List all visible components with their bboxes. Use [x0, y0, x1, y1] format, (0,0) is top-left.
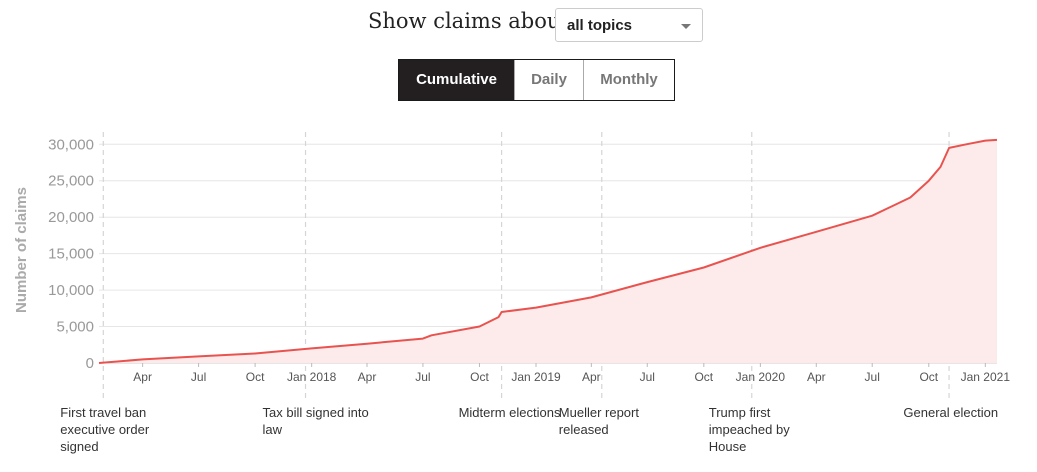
chevron-down-icon: [681, 24, 691, 29]
x-tick-label: Jul: [640, 370, 655, 384]
x-tick-label: Oct: [246, 370, 265, 384]
x-tick-label: Apr: [807, 370, 826, 384]
x-tick-label: Oct: [694, 370, 713, 384]
y-tick-label: 10,000: [48, 282, 94, 299]
claims-area: [99, 139, 997, 363]
y-tick-label: 15,000: [48, 246, 94, 263]
x-tick-label: Jul: [865, 370, 880, 384]
x-tick-label: Jan 2018: [287, 370, 337, 384]
view-toggle: Cumulative Daily Monthly: [398, 59, 675, 101]
x-axis-ticks: Apr Jul Oct Jan 2018 Apr Jul Oct Jan 2019 Apr Jul…: [133, 363, 1010, 384]
y-tick-label: 25,000: [48, 173, 94, 190]
topic-select[interactable]: all topics: [555, 8, 703, 42]
y-tick-label: 30,000: [48, 136, 94, 153]
cumulative-button[interactable]: Cumulative: [399, 60, 514, 100]
chart-controls: Show claims about all topics Cumulative …: [0, 0, 1037, 110]
x-tick-label: Jul: [191, 370, 206, 384]
x-tick-label: Jan 2019: [511, 370, 561, 384]
y-tick-label: 0: [86, 355, 94, 372]
y-tick-label: 5,000: [56, 319, 94, 336]
x-tick-label: Jan 2021: [961, 370, 1011, 384]
daily-button[interactable]: Daily: [514, 60, 583, 100]
x-tick-label: Oct: [919, 370, 938, 384]
event-label: Tax bill signed into law: [262, 405, 369, 437]
x-tick-label: Apr: [133, 370, 152, 384]
topic-select-value: all topics: [567, 17, 633, 34]
x-tick-label: Apr: [582, 370, 601, 384]
topic-prompt: Show claims about: [368, 9, 569, 33]
y-axis-label: Number of claims: [13, 187, 30, 313]
claims-line: [98, 138, 998, 364]
event-label: First travel ban executive order signed: [60, 405, 150, 454]
event-label: Midterm elections: [458, 405, 561, 420]
event-label: General election: [903, 405, 999, 420]
x-tick-label: Jan 2020: [736, 370, 786, 384]
event-label: Mueller report released: [558, 405, 639, 437]
y-tick-label: 20,000: [48, 209, 94, 226]
event-label: Trump first impeached by House: [708, 405, 790, 454]
y-axis-ticks: 0 5,000 10,000 15,000 20,000 25,000 30,000: [48, 136, 94, 372]
monthly-button[interactable]: Monthly: [583, 60, 674, 100]
x-tick-label: Oct: [470, 370, 489, 384]
x-tick-label: Jul: [415, 370, 430, 384]
claims-chart: 0 5,000 10,000 15,000 20,000 25,000 30,000 Apr…: [13, 132, 1010, 400]
x-tick-label: Apr: [358, 370, 377, 384]
